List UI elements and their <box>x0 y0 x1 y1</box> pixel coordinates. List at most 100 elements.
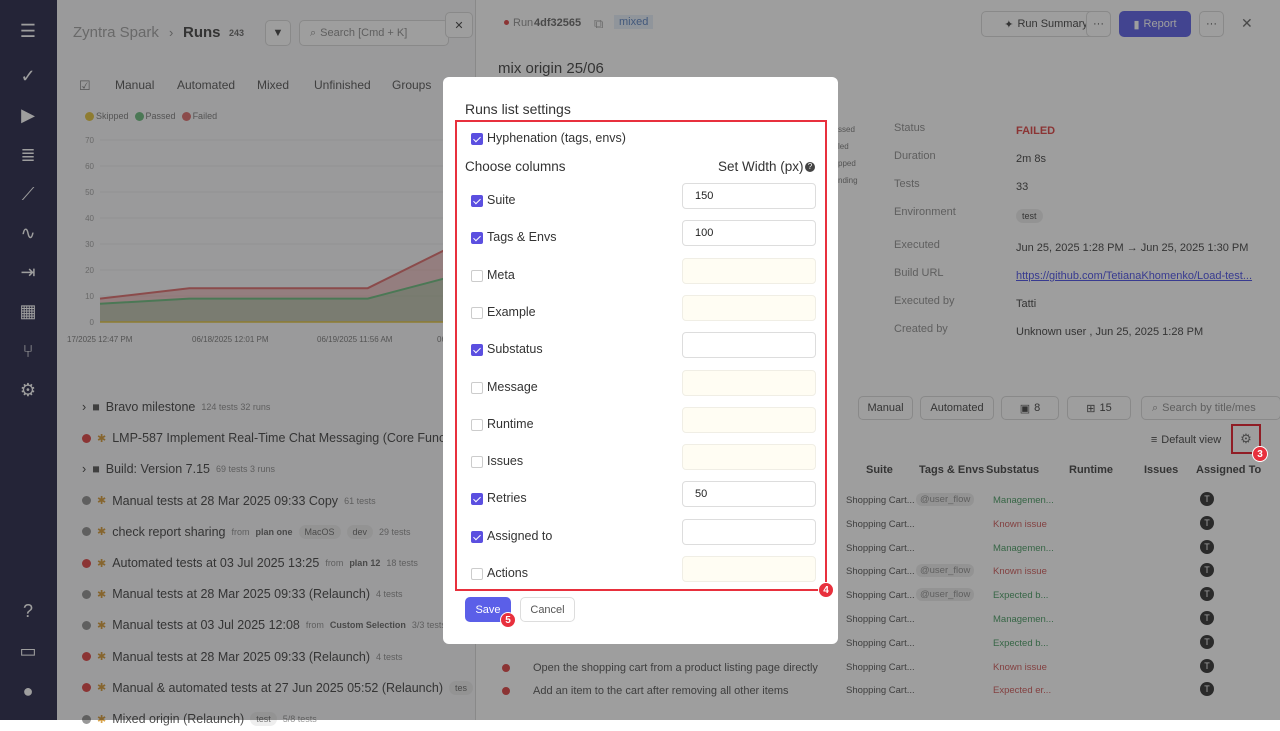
import-icon[interactable]: ⇥ <box>20 262 36 282</box>
play-icon[interactable]: ▶ <box>21 105 35 125</box>
copy-icon[interactable]: ⧉ <box>594 16 604 31</box>
legend-item[interactable]: Skipped <box>85 111 129 121</box>
column-width-input[interactable] <box>682 294 816 321</box>
view-selector[interactable]: ≡ Default view <box>1144 428 1228 452</box>
avatar: T <box>1200 587 1214 602</box>
column-checkbox-meta[interactable] <box>471 269 483 282</box>
gear-icon[interactable]: ⚙ <box>19 380 37 400</box>
table-row[interactable]: Shopping Cart... @user_flow Managemen... T <box>476 489 1280 513</box>
cancel-button[interactable]: Cancel <box>520 597 575 622</box>
branch-icon[interactable]: ⑂ <box>22 341 34 361</box>
detail-value-duration: 2m 8s <box>1016 153 1046 165</box>
chevron-right-icon[interactable]: › <box>82 462 87 477</box>
column-checkbox-message[interactable] <box>471 381 483 394</box>
check-icon[interactable]: ✓ <box>20 66 36 86</box>
tag-chip: @user_flow <box>916 493 975 506</box>
tab-automated[interactable]: Automated <box>177 78 236 92</box>
column-checkbox-substatus[interactable] <box>471 344 483 357</box>
pulse-icon[interactable]: ∿ <box>20 223 36 243</box>
column-checkbox-assigned-to[interactable] <box>471 530 483 543</box>
folder-icon[interactable]: ▭ <box>19 641 37 661</box>
column-header[interactable]: Runtime <box>1069 464 1113 476</box>
table-row[interactable]: Open the shopping cart from a product li… <box>476 656 1280 680</box>
detail-value-build-url[interactable]: https://github.com/TetianaKhomenko/Load-… <box>1016 270 1253 282</box>
legend-item[interactable]: Failed <box>181 111 217 121</box>
column-header[interactable]: Assigned To <box>1196 464 1262 476</box>
tab-unfinished[interactable]: Unfinished <box>314 78 371 92</box>
close-panel-button[interactable]: ✕ <box>445 12 473 38</box>
steps-icon[interactable]: ⟋ <box>21 184 35 204</box>
help-icon[interactable]: ? <box>805 162 815 172</box>
column-checkbox-actions[interactable] <box>471 568 483 580</box>
column-width-input[interactable] <box>682 556 816 582</box>
add-filter-button[interactable]: ⊞ 15 <box>1067 396 1131 420</box>
run-list-item[interactable]: ✱ Manual tests at 28 Mar 2025 09:33 Copy 6… <box>82 489 376 513</box>
avatar-icon[interactable]: ● <box>22 681 34 701</box>
list-check-icon[interactable]: ≣ <box>20 145 36 165</box>
tab-mixed[interactable]: Mixed <box>257 78 290 92</box>
table-row[interactable]: Shopping Cart... @user_flow Expected b... T <box>476 584 1280 608</box>
table-row[interactable]: Shopping Cart... Managemen... T <box>476 608 1280 632</box>
close-icon[interactable]: ✕ <box>1241 15 1253 31</box>
tab-groups[interactable]: Groups <box>392 78 432 92</box>
column-checkbox-example[interactable] <box>471 306 483 319</box>
more-button[interactable]: ··· <box>1199 11 1224 37</box>
detail-value-created-by: Unknown user , Jun 25, 2025 1:28 PM <box>1016 326 1204 338</box>
page-title: Runs <box>183 24 221 41</box>
run-meta: 61 tests <box>344 495 376 506</box>
y-tick-label: 0 <box>90 318 95 327</box>
run-list-item[interactable]: ✱ Manual tests at 03 Jul 2025 12:08 from Cu… <box>82 613 446 637</box>
column-checkbox-issues[interactable] <box>471 456 483 469</box>
run-title: Manual tests at 28 Mar 2025 09:33 (Relau… <box>112 587 371 602</box>
substatus-badge: Expected b... <box>993 637 1049 649</box>
column-settings-button[interactable]: ⚙ <box>1231 424 1261 454</box>
table-row[interactable]: Add an item to the cart after removing a… <box>476 679 1280 703</box>
summary-more-button[interactable]: ··· <box>1086 11 1111 37</box>
column-width-input[interactable] <box>682 369 816 396</box>
column-width-input[interactable] <box>682 406 816 433</box>
table-row[interactable]: Shopping Cart... Expected b... T <box>476 632 1280 656</box>
project-breadcrumb[interactable]: Zyntra Spark <box>73 24 159 41</box>
column-header[interactable]: Substatus <box>986 464 1040 476</box>
run-list-item[interactable]: ✱ Manual tests at 28 Mar 2025 09:33 (Rela… <box>82 582 403 606</box>
table-row[interactable]: Shopping Cart... Managemen... T <box>476 537 1280 561</box>
table-row[interactable]: Shopping Cart... Known issue T <box>476 513 1280 537</box>
search-input[interactable]: ⌕ Search [Cmd + K] <box>299 20 449 46</box>
tab-manual[interactable]: Manual <box>115 78 155 92</box>
run-list-item[interactable]: ✱ Automated tests at 03 Jul 2025 13:25 fro… <box>82 551 418 575</box>
column-header[interactable]: Issues <box>1144 464 1179 476</box>
manual-filter-button[interactable]: Manual <box>858 396 913 420</box>
column-width-input[interactable] <box>682 518 816 545</box>
automated-filter-button[interactable]: Automated <box>920 396 994 420</box>
legend-item[interactable]: Passed <box>134 111 176 121</box>
run-list-item[interactable]: ✱ Manual tests at 28 Mar 2025 09:33 (Rela… <box>82 645 403 669</box>
report-button[interactable]: ▮ Report <box>1119 11 1191 37</box>
column-width-input[interactable] <box>682 332 816 359</box>
table-row[interactable]: Shopping Cart... @user_flow Known issue T <box>476 560 1280 584</box>
column-width-input[interactable]: 150 <box>682 183 816 209</box>
column-checkbox-suite[interactable] <box>471 195 483 207</box>
notes-filter-button[interactable]: ▣ 8 <box>1001 396 1059 420</box>
run-list-item[interactable]: ✱ check report sharing from plan one MacOS de… <box>82 520 411 544</box>
run-list-item[interactable]: ✱ Manual & automated tests at 27 Jun 2025… <box>82 676 474 700</box>
run-list-item[interactable]: ✱ LMP-587 Implement Real-Time Chat Messag… <box>82 426 458 450</box>
run-list-item[interactable]: › ■ Build: Version 7.15 69 tests 3 runs <box>82 457 275 481</box>
select-icon[interactable]: ☑ <box>79 78 91 93</box>
menu-icon[interactable]: ☰ <box>19 21 37 41</box>
column-checkbox-runtime[interactable] <box>471 418 483 431</box>
run-list-item[interactable]: › ■ Bravo milestone 124 tests 32 runs <box>82 395 270 419</box>
tests-search-input[interactable]: ⌕ Search by title/mes <box>1141 396 1280 420</box>
column-header[interactable]: Suite <box>866 464 893 476</box>
filter-button[interactable]: ▼ <box>265 20 291 46</box>
column-checkbox-tags-envs[interactable] <box>471 232 483 245</box>
column-header[interactable]: Tags & Envs <box>919 464 985 476</box>
analytics-icon[interactable]: ▦ <box>19 301 37 321</box>
column-width-input[interactable]: 50 <box>682 481 816 508</box>
column-width-input[interactable] <box>682 444 816 471</box>
column-width-input[interactable]: 100 <box>682 220 816 247</box>
hyphenation-checkbox[interactable] <box>471 133 483 145</box>
column-width-input[interactable] <box>682 257 816 284</box>
column-checkbox-retries[interactable] <box>471 493 483 506</box>
chevron-right-icon[interactable]: › <box>82 400 87 414</box>
help-icon[interactable]: ? <box>22 601 33 621</box>
